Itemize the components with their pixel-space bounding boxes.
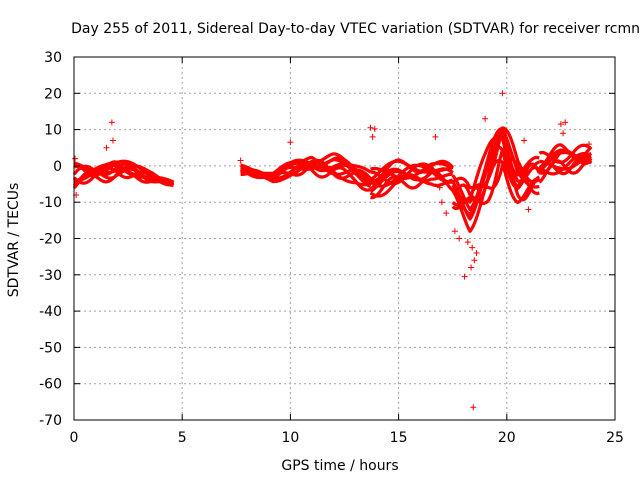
- x-axis-label: GPS time / hours: [281, 458, 398, 474]
- grid: [74, 57, 615, 420]
- data-point: [72, 155, 79, 162]
- data-point: [456, 235, 463, 242]
- x-tick-label: 0: [70, 430, 79, 446]
- data-point: [469, 244, 476, 251]
- chart-title: Day 255 of 2011, Sidereal Day-to-day VTE…: [71, 21, 640, 37]
- y-axis-label: SDTVAR / TECUs: [6, 183, 22, 298]
- data-point: [443, 210, 450, 217]
- data-track: [239, 161, 372, 175]
- data-point: [109, 137, 116, 144]
- data-point: [562, 119, 569, 126]
- data-point: [482, 115, 489, 122]
- data-track: [451, 126, 541, 190]
- data-point: [108, 119, 115, 126]
- data-track: [369, 173, 454, 198]
- data-point: [499, 90, 506, 97]
- x-tick-label: 5: [178, 430, 187, 446]
- y-tick-label: -70: [39, 413, 62, 429]
- data-point: [237, 157, 244, 164]
- data-point: [432, 133, 439, 140]
- data-point: [470, 404, 477, 411]
- data-point: [367, 124, 374, 131]
- data-track: [369, 163, 454, 188]
- data-point: [461, 273, 468, 280]
- data-track: [538, 143, 593, 164]
- data-point: [525, 206, 532, 213]
- y-tick-label: -20: [39, 232, 62, 248]
- data-point: [103, 144, 110, 151]
- data-series: [72, 90, 593, 411]
- data-point: [464, 239, 471, 246]
- data-point: [468, 264, 475, 271]
- data-point: [557, 121, 564, 128]
- ticks: 0 5 10 15 20 25 -70 -60 -50 -40 -30 -20 -10 0 10 20 30: [39, 50, 624, 446]
- data-track: [451, 127, 541, 212]
- data-track: [239, 158, 372, 185]
- data-track: [538, 148, 593, 175]
- y-tick-label: -40: [39, 304, 62, 320]
- y-tick-label: 10: [44, 123, 62, 139]
- x-tick-label: 10: [281, 430, 299, 446]
- data-point: [438, 199, 445, 206]
- data-point: [369, 133, 376, 140]
- data-point: [471, 257, 478, 264]
- y-tick-label: 0: [53, 159, 62, 175]
- data-point: [586, 141, 593, 148]
- data-track: [538, 150, 593, 173]
- data-point: [371, 125, 378, 132]
- x-tick-label: 25: [606, 430, 624, 446]
- data-point: [451, 228, 458, 235]
- y-tick-label: -60: [39, 377, 62, 393]
- data-track: [451, 158, 541, 233]
- data-point: [521, 137, 528, 144]
- data-track: [451, 135, 541, 203]
- data-point: [287, 139, 294, 146]
- x-tick-label: 15: [390, 430, 408, 446]
- x-tick-label: 20: [498, 430, 516, 446]
- data-point: [560, 130, 567, 137]
- y-tick-label: 20: [44, 86, 62, 102]
- data-track: [538, 152, 593, 176]
- data-point: [473, 250, 480, 257]
- y-tick-label: -50: [39, 340, 62, 356]
- y-tick-label: -30: [39, 268, 62, 284]
- y-tick-label: -10: [39, 195, 62, 211]
- data-point: [436, 184, 443, 191]
- y-tick-label: 30: [44, 50, 62, 66]
- data-track: [369, 162, 454, 186]
- data-track: [72, 159, 175, 184]
